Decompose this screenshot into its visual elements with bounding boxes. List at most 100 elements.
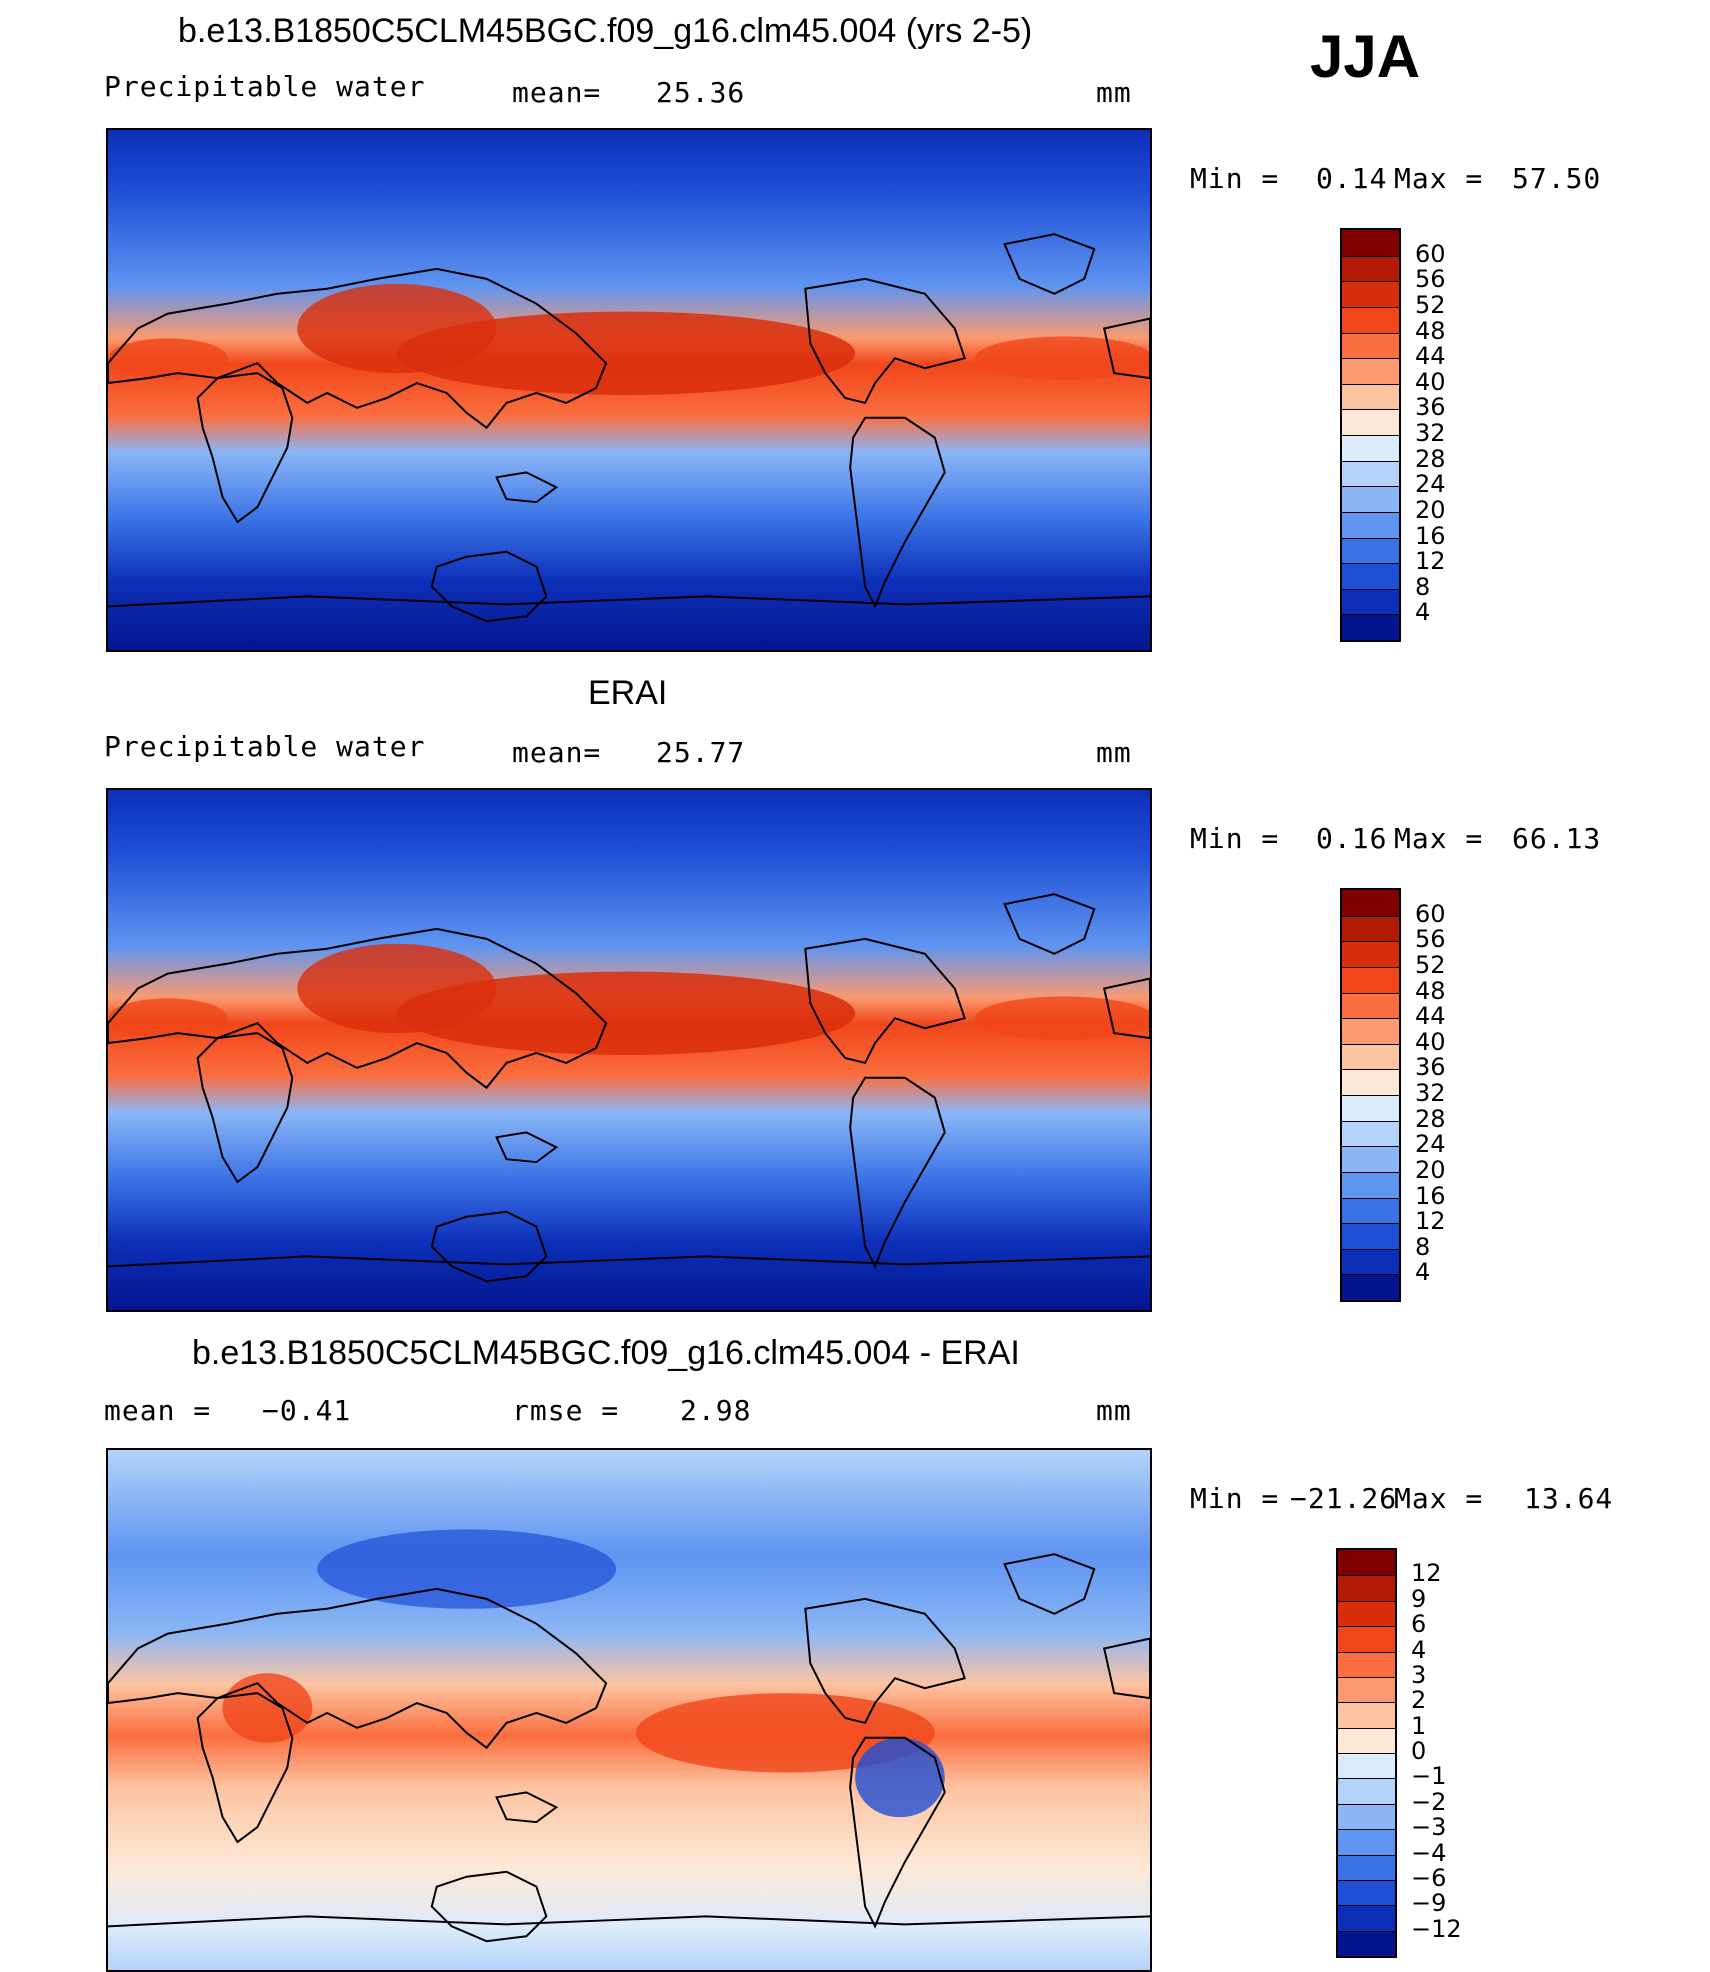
panel3-rmse-value: 2.98	[680, 1394, 752, 1427]
panel3-colorbar-swatch	[1338, 1600, 1395, 1627]
panel2-variable: Precipitable water	[104, 730, 426, 763]
panel3-colorbar-tick-label: 12	[1411, 1559, 1442, 1588]
panel1-min-value: 0.14	[1316, 162, 1388, 195]
panel2-min-value: 0.16	[1316, 822, 1388, 855]
coastline	[108, 1915, 1150, 1928]
panel2-colorbar-tick-label: 52	[1415, 950, 1446, 979]
panel1-colorbar-tick-label: 24	[1415, 470, 1446, 499]
panel3-colorbar	[1336, 1548, 1397, 1958]
panel1-colorbar-tick-label: 20	[1415, 495, 1446, 524]
coastline	[196, 1032, 294, 1184]
panel3-mean-label: mean =	[104, 1394, 212, 1427]
panel3-colorbar-swatch	[1338, 1854, 1395, 1880]
panel1-colorbar-tick-label: 4	[1415, 598, 1431, 627]
coastline	[196, 1692, 294, 1844]
panel3-min-label: Min =	[1190, 1482, 1280, 1515]
coastline	[1102, 1637, 1150, 1700]
panel1-map	[106, 128, 1152, 652]
panel2-colorbar-swatch	[1342, 1018, 1399, 1044]
panel1-colorbar-swatch	[1342, 460, 1399, 487]
panel1-colorbar-swatch	[1342, 588, 1399, 615]
panel1-colorbar-swatch	[1342, 255, 1399, 282]
panel1-units: mm	[1096, 76, 1132, 109]
panel2-map	[106, 788, 1152, 1312]
panel1-colorbar-tick-label: 60	[1415, 239, 1446, 268]
panel1-variable: Precipitable water	[104, 70, 426, 103]
atlantic-itcz	[108, 998, 228, 1039]
panel2-max-value: 66.13	[1512, 822, 1602, 855]
panel3-colorbar-swatch	[1338, 1626, 1395, 1652]
panel1-colorbar-tick-label: 16	[1415, 521, 1446, 550]
panel2-colorbar-swatch	[1342, 890, 1399, 916]
coastline	[108, 927, 608, 1090]
panel3-colorbar-tick-label: −3	[1411, 1813, 1447, 1842]
panel2-colorbar-swatch	[1342, 1274, 1399, 1300]
panel3-colorbar-swatch	[1338, 1829, 1395, 1855]
panel1-colorbar-swatch	[1342, 358, 1399, 384]
coastline	[804, 937, 966, 1065]
panel2-colorbar-tick-label: 4	[1415, 1258, 1431, 1287]
panel1-colorbar-tick-label: 28	[1415, 444, 1446, 473]
coastline	[804, 1597, 966, 1725]
panel3-colorbar-tick-label: −9	[1411, 1889, 1447, 1918]
panel1-mean-value: 25.36	[656, 76, 746, 109]
panel3-max-label: Max =	[1394, 1482, 1484, 1515]
panel2-colorbar-tick-label: 28	[1415, 1104, 1446, 1133]
coastline	[849, 1076, 946, 1269]
warm-pool	[396, 971, 856, 1055]
panel1-colorbar-tick-label: 32	[1415, 419, 1446, 447]
panel2-colorbar-swatch	[1342, 915, 1399, 942]
panel2-colorbar-swatch	[1342, 1043, 1399, 1070]
panel2-colorbar-tick-label: 12	[1415, 1207, 1446, 1236]
panel1-colorbar-tick-label: 56	[1415, 265, 1446, 294]
coastline	[430, 1210, 548, 1283]
panel3-mean-value: −0.41	[262, 1394, 352, 1427]
atlantic-itcz	[108, 338, 228, 379]
monsoon-region	[297, 283, 497, 374]
coastline	[1003, 233, 1096, 295]
coastline	[1102, 977, 1150, 1040]
panel3-colorbar-tick-label: 4	[1411, 1635, 1427, 1664]
panel1-colorbar-swatch	[1342, 383, 1399, 410]
asia-cool-anomaly	[317, 1529, 617, 1609]
panel2-colorbar-swatch	[1342, 1095, 1399, 1121]
panel3-colorbar-tick-label: 0	[1411, 1737, 1427, 1765]
panel1-colorbar-swatch	[1342, 614, 1399, 640]
panel1-colorbar-swatch	[1342, 435, 1399, 461]
panel2-colorbar-swatch	[1342, 1248, 1399, 1275]
panel3-colorbar-swatch	[1338, 1651, 1395, 1677]
season-label: JJA	[1310, 23, 1421, 90]
panel2-colorbar-tick-label: 56	[1415, 925, 1446, 954]
panel2-colorbar-tick-label: 48	[1415, 976, 1446, 1005]
panel3-map	[106, 1448, 1152, 1972]
coastline	[1003, 1553, 1096, 1615]
panel1-max-label: Max =	[1394, 162, 1484, 195]
panel3-colorbar-tick-label: 9	[1411, 1584, 1427, 1613]
panel3-colorbar-swatch	[1338, 1930, 1395, 1956]
panel1-colorbar	[1340, 228, 1401, 642]
panel1-colorbar-tick-label: 48	[1415, 316, 1446, 345]
panel1-colorbar-tick-label: 40	[1415, 367, 1446, 396]
panel2-colorbar-tick-label: 32	[1415, 1079, 1446, 1107]
panel1-colorbar-swatch	[1342, 306, 1399, 333]
panel2-colorbar-tick-label: 16	[1415, 1181, 1446, 1210]
coastline	[108, 1587, 608, 1750]
coastline	[108, 1255, 1150, 1268]
panel3-colorbar-swatch	[1338, 1905, 1395, 1931]
panel3-colorbar-swatch	[1338, 1778, 1395, 1804]
panel3-colorbar-swatch	[1338, 1575, 1395, 1601]
panel3-colorbar-tick-label: 3	[1411, 1660, 1427, 1689]
coastline	[1003, 893, 1096, 955]
panel3-colorbar-tick-label: −1	[1411, 1762, 1447, 1791]
panel2-colorbar-swatch	[1342, 966, 1399, 993]
panel3-colorbar-tick-label: −6	[1411, 1863, 1447, 1892]
panel3-colorbar-swatch	[1338, 1702, 1395, 1728]
warm-pool	[396, 311, 856, 395]
panel2-colorbar-tick-label: 24	[1415, 1130, 1446, 1159]
panel2-units: mm	[1096, 736, 1132, 769]
coastline	[495, 1791, 559, 1824]
panel2-min-label: Min =	[1190, 822, 1280, 855]
panel3-colorbar-tick-label: −12	[1411, 1914, 1462, 1943]
panel2-colorbar-swatch	[1342, 992, 1399, 1019]
pacific-warm-anomaly	[635, 1693, 935, 1773]
